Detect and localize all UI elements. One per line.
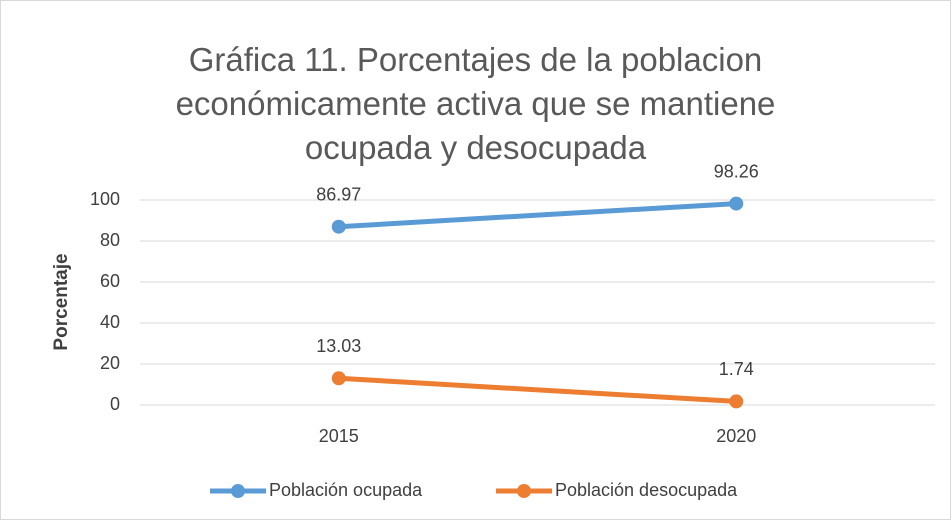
y-tick-label: 60 [100, 271, 120, 291]
data-label: 1.74 [719, 359, 754, 379]
series-line [336, 375, 739, 404]
data-label: 13.03 [316, 336, 361, 356]
y-axis-label: Porcentaje [51, 253, 72, 350]
y-tick-label: 100 [90, 189, 120, 209]
data-label: 98.26 [714, 161, 759, 181]
point [729, 196, 744, 211]
data-label: 86.97 [316, 184, 361, 204]
point [729, 394, 744, 409]
x-tick-label: 2015 [319, 426, 359, 446]
legend-label: Población desocupada [555, 480, 738, 500]
y-tick-label: 0 [110, 394, 120, 414]
point [331, 219, 346, 234]
legend-label: Población ocupada [269, 480, 423, 500]
point [331, 371, 346, 386]
y-tick-label: 40 [100, 312, 120, 332]
x-tick-label: 2020 [716, 426, 756, 446]
legend-marker [231, 484, 245, 498]
legend-marker [517, 484, 531, 498]
y-tick-label: 20 [100, 353, 120, 373]
chart-title: Gráfica 11. Porcentajes de la poblacion … [175, 41, 776, 166]
series-line [336, 201, 739, 230]
y-tick-label: 80 [100, 230, 120, 250]
